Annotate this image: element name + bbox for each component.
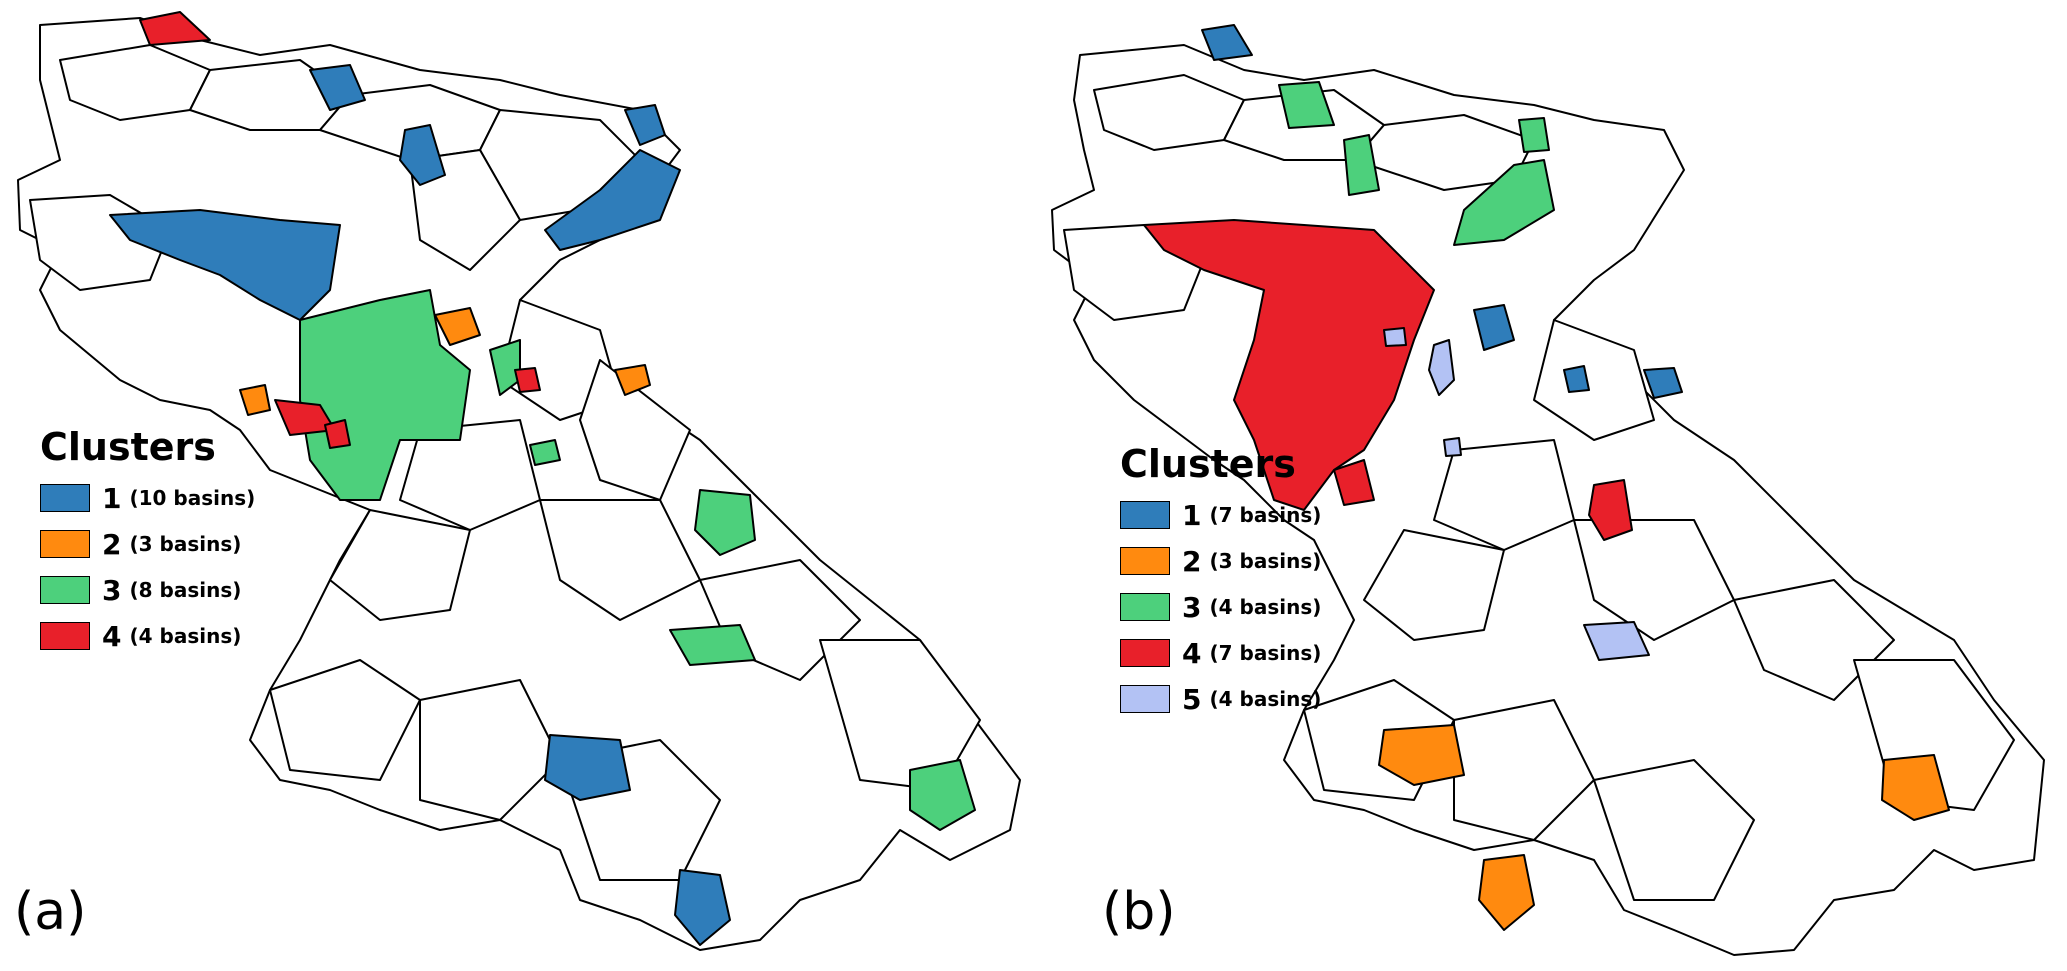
map-panel-a: Clusters 1 (10 basins) 2 (3 basins) 3 (8… [0,0,1033,971]
legend-swatch [1120,593,1170,621]
basin [1593,759,1755,901]
basin-cluster-2 [1378,724,1465,786]
basin [329,509,471,621]
legend-basin-count: (4 basins) [1209,595,1322,619]
basin [1573,519,1735,641]
basin-cluster-4 [324,419,351,449]
map-panel-b: Clusters 1 (7 basins) 2 (3 basins) 3 (4 … [1034,0,2067,971]
legend-swatch [40,530,90,558]
legend-basin-count: (7 basins) [1209,641,1322,665]
basin [269,659,421,781]
legend-cluster-number: 2 [1182,544,1202,578]
legend-cluster-number: 4 [1182,636,1202,670]
legend-swatch [40,576,90,604]
basin-cluster-5 [1443,437,1462,457]
basin [1453,699,1595,841]
basin-map-a [17,11,1021,951]
basin-cluster-3 [909,759,976,831]
basin-cluster-3 [1453,159,1555,246]
legend-cluster-number: 3 [1182,590,1202,624]
legend-basin-count: (7 basins) [1209,503,1322,527]
basin-map-b [1051,24,2045,956]
basin-cluster-1 [1473,304,1515,351]
legend-item-cluster-4: 4 (7 basins) [1120,630,1321,676]
legend-item-cluster-4: 4 (4 basins) [40,613,255,659]
basin-cluster-4 [1588,479,1633,541]
legend-item-cluster-2: 2 (3 basins) [1120,538,1321,584]
legend-item-cluster-5: 5 (4 basins) [1120,676,1321,722]
legend-a: Clusters 1 (10 basins) 2 (3 basins) 3 (8… [40,425,255,659]
basin-cluster-5 [1428,339,1455,396]
legend-swatch [1120,547,1170,575]
basin-cluster-1 [399,124,446,186]
legend-swatch [40,484,90,512]
legend-swatch [1120,501,1170,529]
legend-swatch [1120,685,1170,713]
legend-basin-count: (4 basins) [1209,687,1322,711]
basin-cluster-1 [1201,24,1253,61]
basin-cluster-4 [514,367,541,393]
legend-cluster-number: 4 [102,619,122,653]
legend-item-cluster-2: 2 (3 basins) [40,521,255,567]
panel-label-b: (b) [1102,882,1176,942]
basin-cluster-1 [309,64,366,111]
legend-cluster-number: 5 [1182,682,1202,716]
legend-cluster-number: 1 [1182,498,1202,532]
basin-cluster-1 [1643,367,1683,399]
basin-cluster-2 [1478,854,1535,931]
basin-cluster-2 [1881,754,1950,821]
legend-swatch [40,622,90,650]
basin-cluster-1 [624,104,666,146]
legend-title: Clusters [1120,442,1296,486]
basin [579,359,691,501]
basin [1363,529,1505,641]
basin-cluster-3 [694,489,756,556]
legend-basin-count: (3 basins) [1209,549,1322,573]
legend-basin-count: (10 basins) [129,486,256,510]
basin-cluster-5 [1383,327,1407,347]
basin [1533,319,1655,441]
legend-cluster-number: 2 [102,527,122,561]
basin-cluster-2 [614,364,651,396]
legend-basin-count: (3 basins) [129,532,242,556]
legend-item-cluster-3: 3 (8 basins) [40,567,255,613]
basin-cluster-3 [299,289,471,501]
basin [1433,439,1575,551]
basin [819,639,981,791]
basin-cluster-3 [669,624,756,666]
legend-cluster-number: 1 [102,481,122,515]
legend-swatch [1120,639,1170,667]
basin-cluster-1 [674,869,731,946]
basin [419,679,561,821]
basin-cluster-1 [544,149,681,251]
basin-cluster-3 [1343,134,1380,196]
legend-item-cluster-3: 3 (4 basins) [1120,584,1321,630]
basin-cluster-4 [1333,459,1375,506]
basin-cluster-4 [139,11,211,46]
legend-title: Clusters [40,425,216,469]
legend-cluster-number: 3 [102,573,122,607]
basin [399,419,541,531]
legend-b: Clusters 1 (7 basins) 2 (3 basins) 3 (4 … [1120,442,1321,722]
legend-basin-count: (4 basins) [129,624,242,648]
basin-cluster-3 [1518,117,1550,153]
basin-cluster-2 [239,384,271,416]
basin [409,149,521,271]
panel-label-a: (a) [14,882,87,942]
legend-item-cluster-1: 1 (10 basins) [40,475,255,521]
basin-cluster-1 [544,734,631,801]
basin [539,499,701,621]
legend-basin-count: (8 basins) [129,578,242,602]
legend-item-cluster-1: 1 (7 basins) [1120,492,1321,538]
basin-cluster-3 [1278,81,1335,129]
basin-cluster-1 [1563,365,1590,393]
basin-cluster-3 [529,439,561,466]
basin-cluster-5 [1583,621,1650,661]
basin-cluster-2 [434,307,481,346]
basin-cluster-4 [1143,219,1435,511]
